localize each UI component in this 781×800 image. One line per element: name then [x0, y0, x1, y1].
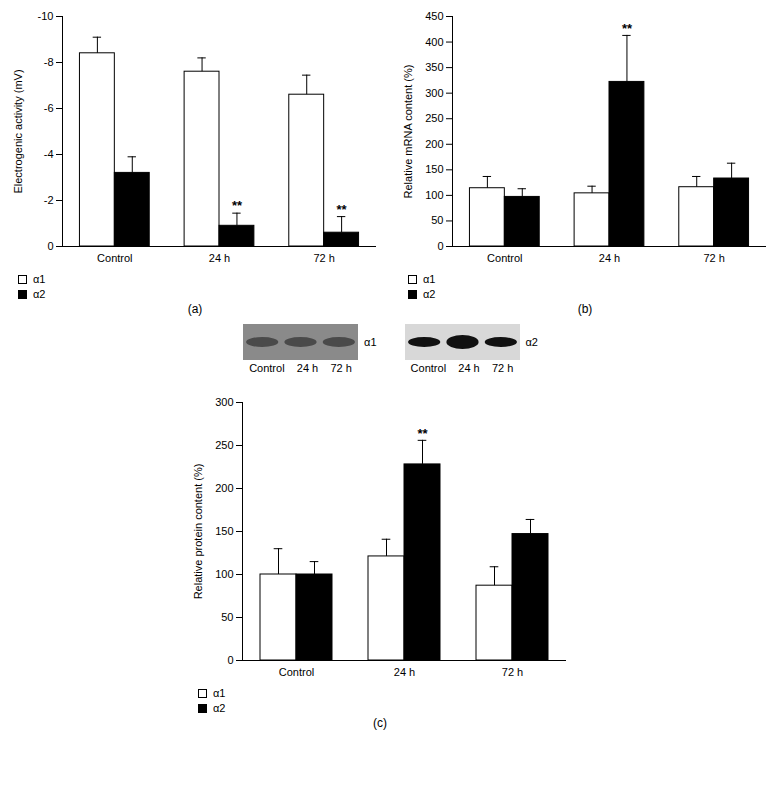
html-text:(a): (a)	[187, 302, 203, 316]
svg-text:300: 300	[425, 87, 443, 99]
svg-text:100: 100	[215, 568, 233, 580]
html-text:α1: α1	[364, 336, 377, 348]
html-text:α2: α2	[423, 288, 436, 300]
svg-text:0: 0	[47, 240, 53, 252]
svg-text:24 h: 24 h	[209, 252, 230, 264]
html-text:72 h: 72 h	[491, 362, 514, 374]
html-text:24 h: 24 h	[296, 362, 319, 374]
html-text:24 h: 24 h	[458, 362, 480, 374]
svg-text:50: 50	[221, 611, 233, 623]
svg-text:72 h: 72 h	[313, 252, 334, 264]
svg-text:150: 150	[425, 163, 443, 175]
html-text:(c): (c)	[373, 716, 387, 730]
svg-text:**: **	[337, 202, 348, 217]
html-text:α1: α1	[423, 273, 436, 285]
svg-text:Control: Control	[279, 666, 314, 678]
svg-text:0: 0	[437, 240, 443, 252]
svg-text:**: **	[232, 198, 243, 213]
html-text:Control: Control	[249, 362, 285, 374]
svg-text:300: 300	[215, 396, 233, 408]
svg-text:200: 200	[215, 482, 233, 494]
html-text:α2: α2	[33, 288, 46, 300]
svg-text:350: 350	[425, 61, 443, 73]
svg-text:450: 450	[425, 10, 443, 22]
svg-text:250: 250	[425, 112, 443, 124]
svg-text:-8: -8	[44, 56, 54, 68]
svg-text:-10: -10	[38, 10, 54, 22]
svg-text:72 h: 72 h	[502, 666, 523, 678]
html-text:α1: α1	[33, 273, 46, 285]
html-text:α2: α2	[213, 702, 226, 714]
svg-text:24 h: 24 h	[394, 666, 415, 678]
svg-text:200: 200	[425, 138, 443, 150]
html-text:72 h: 72 h	[330, 362, 352, 374]
html-text:Control: Control	[410, 362, 447, 374]
svg-text:**: **	[622, 21, 633, 36]
svg-text:250: 250	[215, 439, 233, 451]
svg-text:Relative mRNA content (%): Relative mRNA content (%)	[402, 65, 414, 199]
svg-text:Control: Control	[97, 252, 132, 264]
svg-text:Electrogenic activity (mV): Electrogenic activity (mV)	[12, 69, 24, 193]
svg-text:-4: -4	[44, 148, 54, 160]
svg-text:0: 0	[227, 654, 233, 666]
svg-text:150: 150	[215, 525, 233, 537]
svg-text:-2: -2	[44, 194, 54, 206]
html-text:(b): (b)	[577, 302, 593, 316]
svg-text:Control: Control	[487, 252, 522, 264]
html-text:α2: α2	[525, 336, 538, 348]
svg-text:50: 50	[431, 214, 443, 226]
svg-text:24 h: 24 h	[599, 252, 620, 264]
svg-text:100: 100	[425, 189, 443, 201]
svg-text:72 h: 72 h	[703, 252, 724, 264]
svg-text:**: **	[417, 426, 428, 441]
svg-text:400: 400	[425, 36, 443, 48]
html-text:α1: α1	[213, 687, 226, 699]
svg-text:-6: -6	[44, 102, 54, 114]
svg-text:Relative protein content (%): Relative protein content (%)	[192, 464, 204, 600]
